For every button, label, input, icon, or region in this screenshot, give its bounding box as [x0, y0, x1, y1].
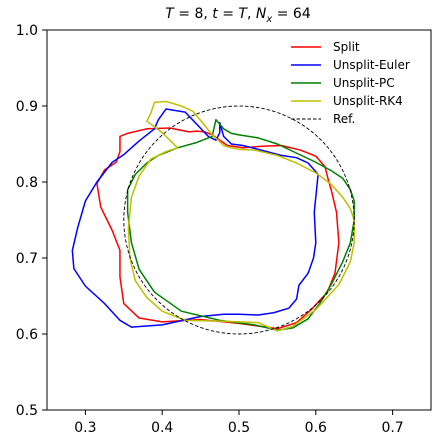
legend-label-split: Split [333, 40, 360, 54]
legend: Split Unsplit-Euler Unsplit-PC Unsplit-RK4 R… [291, 40, 410, 126]
x-tick-label: 0.3 [74, 420, 96, 436]
axes-layer: 0.3 0.4 0.5 0.6 0.7 0.5 0.6 0.7 0.8 0.9 1.0 [16, 23, 404, 436]
chart-title: T = 8, t = T, Nx = 64 [165, 6, 311, 25]
y-tick-label: 0.5 [16, 403, 38, 419]
legend-label-unsplit-pc: Unsplit-PC [333, 76, 395, 90]
y-tick-label: 0.8 [16, 175, 38, 191]
x-tick-label: 0.7 [381, 420, 403, 436]
legend-label-unsplit-euler: Unsplit-Euler [333, 58, 410, 72]
series-line-split [96, 127, 340, 330]
series-line-unsplit-pc [126, 118, 355, 331]
y-tick-label: 0.7 [16, 251, 38, 267]
y-tick-label: 0.9 [16, 99, 38, 115]
y-tick-label: 1.0 [16, 23, 38, 39]
x-tick-label: 0.5 [228, 420, 250, 436]
x-tick-label: 0.6 [305, 420, 327, 436]
series-line-unsplit-rk4 [127, 100, 355, 332]
series-line-ref [123, 105, 355, 335]
y-tick-label: 0.6 [16, 327, 38, 343]
legend-label-ref: Ref. [333, 112, 355, 126]
x-tick-label: 0.4 [151, 420, 173, 436]
series-layer [71, 100, 355, 335]
legend-label-unsplit-rk4: Unsplit-RK4 [333, 94, 403, 108]
series-line-unsplit-euler [71, 108, 319, 328]
